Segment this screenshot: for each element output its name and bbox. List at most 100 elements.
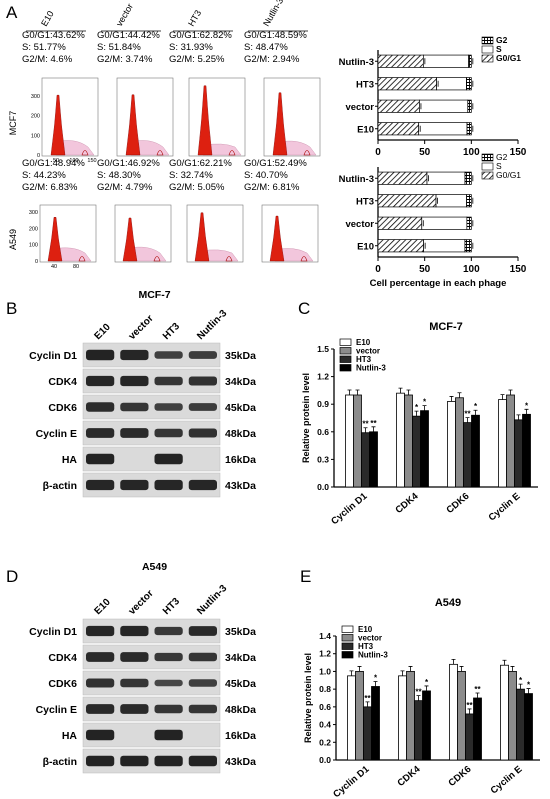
hbar-segment [466,77,472,91]
hbar-segment [377,216,423,230]
vbar-significance: ** [474,685,481,694]
histogram-g1-peak [122,217,138,262]
vbar-bar [471,414,480,488]
hbar-segment [423,239,466,253]
vbar-error-bar [373,681,378,687]
hbar-legend-swatch [481,36,494,45]
vbar-bar [522,413,531,488]
histogram-g2-peak [303,150,311,156]
vbar-error-bar [398,387,403,394]
blot-band [188,351,217,359]
vbar-error-bar [526,688,531,694]
blot-band [154,351,183,359]
vbar-error-bar [357,666,362,672]
phase-stat: S: 40.70% [244,170,288,181]
vbar-error-bar [473,409,478,416]
vbar-title: A549 [435,597,461,609]
hbar-segment [377,99,420,113]
vbar-error-bar [465,417,470,423]
vbar-error-bar [475,692,480,698]
vbar-category-label: CDK6 [447,764,474,789]
hbar-category-label: vector [345,219,374,230]
vbar-bar [508,671,517,761]
phase-stat: G0/G1:43.62% [22,30,85,41]
blot-protein-label: β-actin [43,756,77,768]
phase-stat: S: 31.93% [169,42,213,53]
vbar-error-bar [467,708,472,714]
vbar-bar [355,671,364,761]
vbar-bar [473,697,482,761]
vbar-significance: * [527,681,531,690]
vbar-y-tick-label: 0.9 [317,399,329,409]
blot-band [188,403,217,411]
vbar-error-bar [451,658,456,665]
vbar-y-tick-label: 0.0 [319,755,331,765]
blot-band [188,428,217,438]
hbar-segment [436,77,467,91]
vbar-legend-label: Nutlin-3 [358,651,388,660]
vbar-bar [404,394,413,488]
vbar-bar [371,686,380,761]
hbar-segment [467,99,472,113]
blot-protein-label: Cyclin E [36,704,77,716]
blot-band [154,626,183,636]
vbar-bar [447,401,456,488]
phase-stat: S: 51.77% [22,42,66,53]
histogram-ytick: 300 [31,94,40,100]
vbar-category-label: CDK4 [396,763,423,789]
vbar-bar [500,664,509,761]
vbar-bar [406,671,415,761]
panel-label-b: B [6,299,17,318]
phase-stat: G2/M: 6.81% [244,182,300,193]
hbar-segment [377,122,420,136]
cell-line-label: MCF7 [8,111,18,136]
vbar-category-label: CDK6 [445,491,472,516]
vbar-y-tick-label: 0.6 [319,702,331,712]
vbar-legend-swatch [339,364,352,372]
hbar-legend-swatch [481,54,494,63]
blot-band [154,376,183,386]
blot-protein-label: CDK4 [48,652,77,664]
hbar-legend-label: S [496,44,502,54]
blot-band [86,349,115,361]
histogram-g1-peak [197,85,213,156]
hbar-x-tick-label: 0 [375,264,381,275]
hbar-x-tick-label: 150 [510,264,527,275]
phase-stat: G2/M: 6.83% [22,182,78,193]
vbar-bar [369,431,378,488]
hbar-segment [423,54,469,68]
vbar-significance: ** [415,688,422,697]
hbar-category-label: HT3 [356,79,374,90]
vbar-significance: ** [370,419,377,428]
hbar-segment [377,239,424,253]
hbar-segment [466,194,472,208]
histogram-frame [41,77,99,157]
vbar-error-bar [459,666,464,672]
hbar-segment [421,216,468,230]
phase-stat: G2/M: 2.94% [244,54,300,65]
blot-band [154,428,183,438]
blot-lane-label: vector [127,588,156,617]
vbar-error-bar [365,701,370,707]
blot-lane-label: vector [127,313,156,342]
blot-band [86,755,115,767]
vbar-legend-label: HT3 [356,355,372,364]
histogram-g2-peak [228,150,236,156]
hbar-legend-swatch [481,171,494,180]
condition-label: Nutlin-3 [261,0,285,28]
hbar-category-label: E10 [357,241,374,252]
histogram-g2-peak [300,256,308,262]
vbar-bar [363,706,372,761]
histogram-ytick: 300 [29,210,38,216]
blot-band [188,626,217,636]
vbar-legend-label: vector [358,634,382,643]
histogram-g1-peak [50,94,66,156]
vbar-category-label: Cyclin E [487,491,523,524]
vbar-y-tick-label: 1.2 [319,649,331,659]
vbar-error-bar [524,408,529,415]
vbar-legend-label: HT3 [358,642,374,651]
vbar-legend-label: E10 [358,625,373,634]
